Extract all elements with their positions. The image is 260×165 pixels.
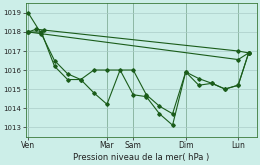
X-axis label: Pression niveau de la mer( hPa ): Pression niveau de la mer( hPa ) — [73, 152, 209, 162]
